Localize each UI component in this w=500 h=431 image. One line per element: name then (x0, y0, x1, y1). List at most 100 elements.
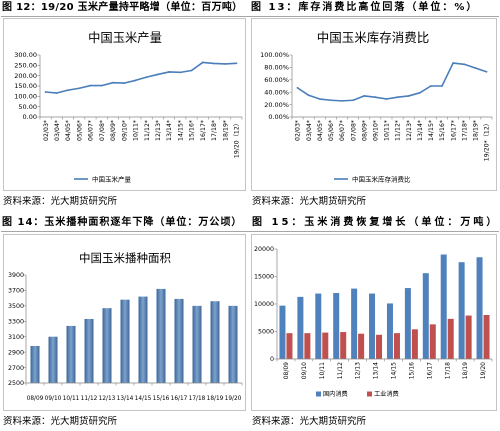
x-tick-label: 12/13* (155, 120, 162, 141)
data-point (44, 91, 47, 93)
bar (476, 257, 483, 359)
bar (297, 296, 304, 359)
bar (138, 296, 148, 383)
data-point (213, 62, 215, 65)
x-tick-label: 10/11* (133, 120, 140, 141)
data-point (156, 73, 159, 76)
data-point (318, 98, 321, 100)
y-tick-label: 20000 (254, 246, 274, 253)
y-tick-label: 3500 (8, 303, 24, 310)
data-point (179, 71, 182, 74)
figure-13-caption: 图 13：库存消费比高位回落（单位：%） (251, 2, 479, 13)
y-tick-label: 5000 (258, 329, 274, 336)
bar (192, 305, 202, 383)
data-point (235, 62, 238, 65)
x-tick-label: 09/10* (373, 120, 380, 141)
y-tick-label: 3700 (8, 288, 24, 295)
data-point (100, 84, 103, 87)
x-tick-label: 06/07* (339, 120, 346, 141)
x-tick-label: 17/18 (189, 396, 206, 402)
x-tick-label: 15/16* (189, 120, 196, 141)
chart-title: 中国玉米播种面积 (79, 251, 171, 265)
bar (393, 333, 400, 359)
data-point (190, 69, 193, 72)
x-tick-label: 13/14* (166, 120, 173, 141)
bar (340, 332, 347, 359)
x-tick-label: 03/04* (306, 120, 313, 141)
stock-to-use-plot: 中国玉米库存消费比 0.00% 20.00% 40.00% 60.00% 80.00% 10… (260, 30, 493, 183)
chart-title: 中国玉米库存消费比 (317, 30, 430, 45)
y-tick-label: 80.00% (264, 64, 289, 72)
x-tick-label: 11/12 (337, 362, 344, 379)
x-tick-label: 17/18* (211, 120, 218, 141)
data-point (55, 92, 58, 94)
x-tick-label: 04/05* (317, 120, 324, 141)
bar (458, 262, 465, 359)
x-tick-label: 03/04* (54, 120, 61, 141)
bar (429, 324, 436, 359)
data-point (78, 87, 81, 90)
y-tick-label: 250.00 (14, 62, 37, 70)
stock-to-use-chart: 中国玉米库存消费比 0.00% 20.00% 40.00% 60.00% 80.00% 10… (251, 18, 497, 191)
x-tick-label: 19/20 (480, 362, 487, 379)
x-tick-label: 14/15 (135, 396, 152, 402)
planted-area-plot: 中国玉米播种面积 2500 2700 2900 3100 3300 3500 3700 3900… (8, 251, 243, 402)
x-tick-label: 11/12* (144, 120, 151, 141)
x-tick-label: 19/20（12） (234, 120, 241, 158)
legend-swatch (367, 391, 372, 397)
x-tick-label: 05/06* (76, 120, 83, 141)
source-note: 资料来源：光大期货研究所 (3, 416, 118, 427)
x-tick-label: 02/03* (295, 120, 302, 141)
x-tick-label: 15/16 (153, 396, 170, 402)
data-point (452, 62, 455, 64)
x-tick-label: 14/15 (391, 362, 398, 379)
legend-label: 国内消费 (323, 390, 348, 398)
bar (333, 293, 340, 359)
x-tick-label: 02/03* (43, 120, 50, 141)
x-tick-label: 12/13 (99, 396, 116, 402)
caption-rule (1, 16, 499, 17)
figure-12-caption: 图 12：19/20 玉米产量持平略增（单位：百万吨） (2, 2, 243, 13)
legend-label: 工业消费 (374, 390, 399, 398)
x-tick-label: 16/17 (426, 362, 433, 379)
x-tick-label: 08/09* (361, 120, 368, 141)
bar (304, 333, 311, 359)
x-tick-label: 12/13 (355, 362, 362, 379)
x-tick-label: 18/19* (473, 120, 480, 141)
data-point (168, 71, 170, 73)
x-tick-label: 16/17 (171, 396, 188, 402)
corn-production-plot: 中国玉米产量 0.00 50.00 100.00 150.00 200.00 250.00 3… (14, 30, 243, 183)
bar (315, 293, 322, 359)
data-point (363, 95, 366, 97)
x-tick-label: 15/16 (408, 362, 415, 379)
y-tick-label: 200.00 (14, 72, 37, 80)
data-point (341, 99, 343, 102)
data-point (89, 84, 92, 87)
y-tick-label: 100.00% (260, 51, 289, 59)
y-tick-label: 15000 (254, 274, 274, 281)
x-tick-label: 19/20*（12） (484, 120, 491, 161)
planted-area-chart: 中国玉米播种面积 2500 2700 2900 3100 3300 3500 3700 3900… (3, 234, 246, 411)
y-tick-label: 50.00 (18, 103, 37, 111)
series-line (44, 61, 238, 94)
data-point (385, 98, 388, 100)
bar (66, 325, 76, 383)
x-tick-label: 13/14 (117, 396, 134, 402)
consumption-plot: 0 5000 10000 15000 20000 08/09 09/10 10/11 11/12… (254, 246, 493, 398)
data-point (145, 76, 148, 79)
data-point (123, 82, 126, 85)
y-tick-label: 2900 (8, 349, 24, 356)
bar (465, 315, 472, 359)
y-tick-label: 150.00 (14, 82, 37, 90)
x-tick-label: 10/11 (63, 396, 80, 402)
bar (279, 305, 286, 359)
data-point (224, 62, 227, 65)
source-note: 资料来源：光大期货研究所 (3, 196, 118, 207)
data-point (201, 61, 204, 64)
bar (369, 293, 376, 359)
y-tick-label: 300.00 (14, 51, 37, 59)
source-note: 资料来源：光大期货研究所 (252, 416, 367, 427)
bar (322, 332, 329, 359)
x-tick-label: 15/16* (439, 120, 446, 141)
legend-label: 中国玉米产量 (92, 174, 132, 183)
